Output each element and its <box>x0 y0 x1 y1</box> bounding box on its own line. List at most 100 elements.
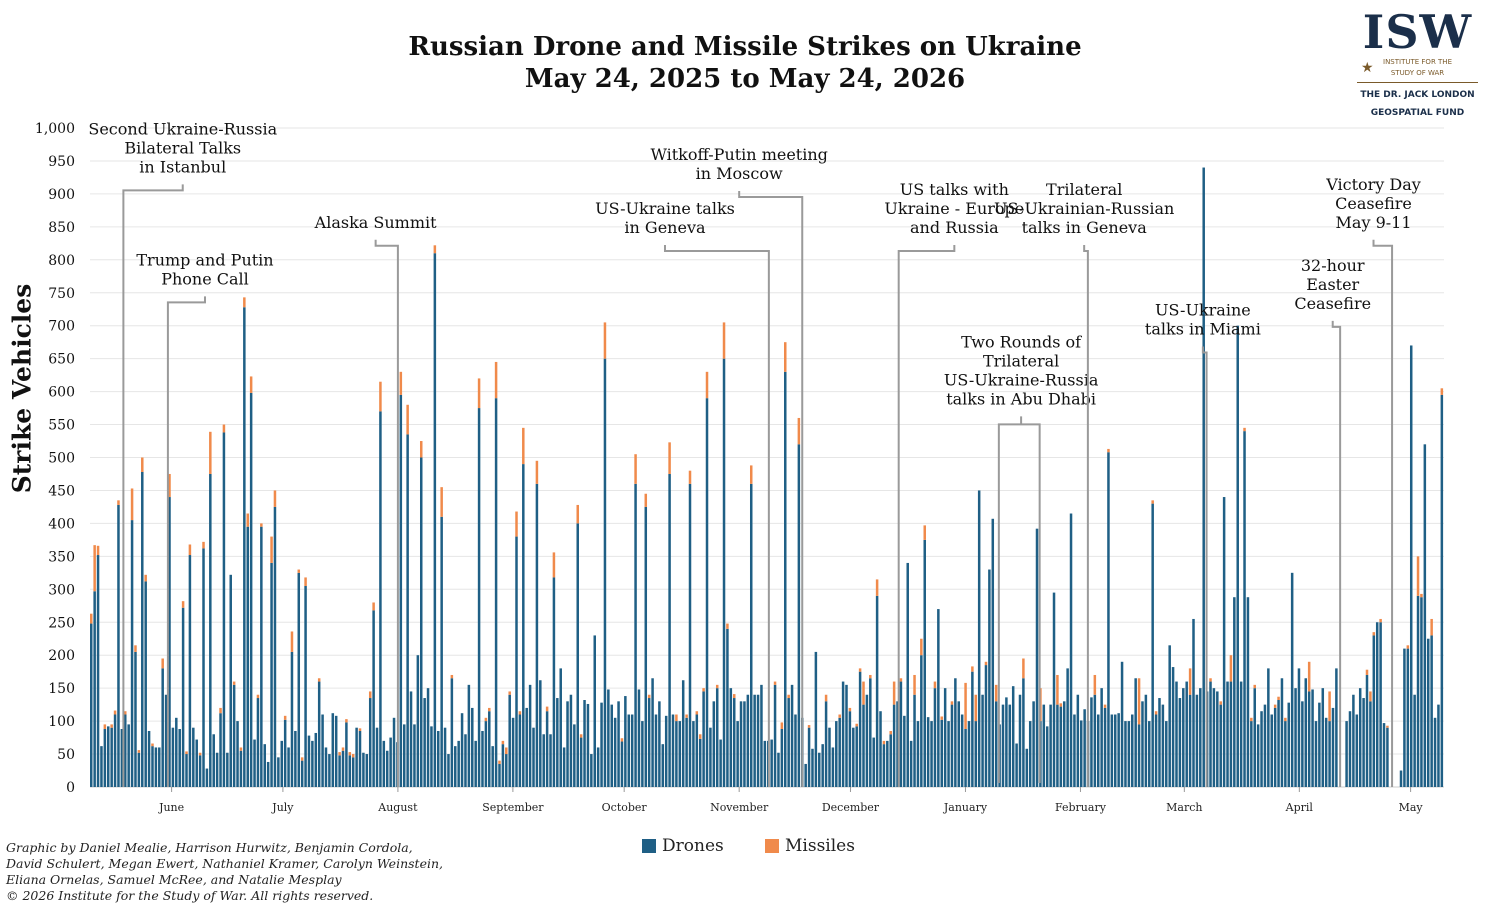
drone-bar <box>270 562 273 787</box>
annotation-leader <box>166 296 206 787</box>
drone-bar <box>790 684 794 787</box>
drone-bar <box>1260 711 1263 787</box>
missile-bar <box>348 752 352 756</box>
drone-bar <box>297 572 301 787</box>
annotation-label: in Moscow <box>696 164 783 183</box>
drone-bar <box>916 721 920 787</box>
drone-bar <box>943 688 947 787</box>
x-month-labels: June July August September October November De… <box>158 787 1423 814</box>
drone-bar <box>1352 694 1355 787</box>
drone-bar <box>96 555 100 787</box>
drone-bar <box>811 748 814 787</box>
x-tick-label: August <box>377 801 418 814</box>
isw-logo: ISW ★ INSTITUTE FOR THE STUDY OF WAR THE… <box>1355 8 1480 119</box>
drone-bar <box>1161 704 1165 787</box>
y-tick-labels: 0 50 100 150 200 250 300 350 400 450 500 550 600 650 7… <box>35 121 75 796</box>
drone-bar <box>178 729 181 787</box>
drone-bar <box>1226 681 1229 787</box>
missile-bar <box>698 734 702 739</box>
drone-bar <box>746 694 750 787</box>
drone-bar <box>110 727 113 787</box>
drone-bar <box>869 678 872 787</box>
y-axis-label: Strike Vehicles <box>7 283 37 494</box>
missile-bar <box>188 544 192 556</box>
drone-bar <box>947 721 950 787</box>
drone-bar <box>1437 704 1440 787</box>
annotation-leader <box>897 245 956 787</box>
drone-bar <box>358 730 362 787</box>
annotation-label: Two Rounds of <box>961 332 1082 351</box>
y-tick-label: 150 <box>48 681 75 697</box>
drone-bar <box>215 752 219 787</box>
drone-bar <box>586 703 590 787</box>
drone-bar <box>1263 704 1267 787</box>
drone-bar <box>477 408 481 787</box>
drone-bar <box>562 747 566 787</box>
missile-bar <box>913 674 916 695</box>
drone-bar <box>886 740 889 787</box>
missile-bar <box>647 694 651 699</box>
drone-bar <box>913 694 916 787</box>
legend-drones: Drones <box>642 836 724 856</box>
missile-bar <box>1022 658 1025 679</box>
drone-bar <box>195 739 198 787</box>
drone-bar <box>892 704 896 787</box>
drone-bar <box>219 713 222 787</box>
drone-bar <box>620 741 624 787</box>
missile-bar <box>950 701 954 705</box>
drone-bar <box>773 684 777 787</box>
missile-bar <box>368 691 372 699</box>
drones-swatch <box>642 839 656 853</box>
drone-bar <box>317 681 321 787</box>
drone-bar <box>1066 668 1069 787</box>
y-tick-label: 550 <box>48 418 75 434</box>
missile-bar <box>297 569 301 573</box>
annotation-label: Trilateral <box>983 351 1059 370</box>
missile-bar <box>889 730 892 735</box>
drone-bar <box>1144 694 1148 787</box>
annotation-label: Victory Day <box>1325 175 1421 194</box>
drone-bar <box>1324 717 1328 787</box>
drone-bar <box>858 671 862 787</box>
drone-bar <box>1154 714 1158 787</box>
missile-bar <box>232 681 236 685</box>
drone-bar <box>266 761 270 787</box>
missile-bar <box>603 322 607 359</box>
drone-bar <box>1093 694 1097 787</box>
missile-bar <box>882 740 886 745</box>
annotation-label: Ukraine - Europe <box>884 199 1024 218</box>
drone-bar <box>368 698 372 787</box>
missile-bar <box>501 740 505 745</box>
missile-bar <box>168 473 171 498</box>
drone-bar <box>787 698 790 787</box>
missile-bar <box>1103 704 1107 708</box>
missile-bar <box>784 342 787 372</box>
y-tick-label: 900 <box>48 187 75 203</box>
drone-bar <box>1416 595 1420 787</box>
drone-bar <box>579 737 583 787</box>
drone-bar <box>1216 691 1219 787</box>
drone-bar <box>1110 714 1114 787</box>
x-tick-label: October <box>602 801 648 814</box>
drone-bar <box>971 671 974 787</box>
missile-bar <box>824 694 828 702</box>
missile-bar <box>345 719 348 723</box>
drone-bar <box>416 655 420 787</box>
missile-bar <box>1386 725 1389 728</box>
drone-bar <box>1032 701 1035 787</box>
drone-bar <box>151 746 154 787</box>
drone-bar <box>1171 667 1175 787</box>
missile-bar <box>134 645 137 652</box>
drone-bar <box>967 721 971 787</box>
missile-bar <box>722 322 726 359</box>
missile-bar <box>862 681 865 705</box>
drone-bar <box>824 701 828 787</box>
drone-bar <box>494 398 498 787</box>
missile-bar <box>726 623 729 629</box>
drone-bar <box>168 497 171 787</box>
drone-bar <box>753 694 756 787</box>
x-tick-label: May <box>1399 801 1424 814</box>
x-tick-label: June <box>158 801 184 814</box>
drone-bar <box>294 730 297 787</box>
